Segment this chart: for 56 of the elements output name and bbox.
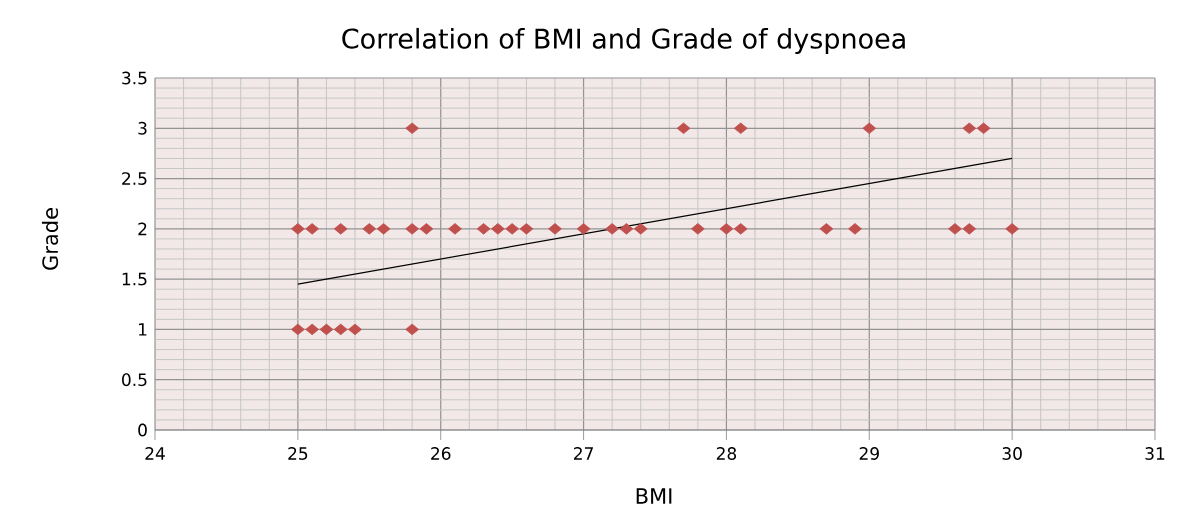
point [405, 223, 419, 235]
point [405, 122, 419, 135]
point [1005, 223, 1019, 235]
point [291, 223, 305, 235]
point [676, 122, 691, 135]
point [862, 122, 877, 135]
x-tick-label: 25 [288, 447, 308, 460]
point [819, 223, 834, 235]
x-tick-label: 28 [716, 447, 737, 460]
point [362, 223, 377, 235]
y-tick-label: 3 [138, 121, 147, 135]
point [376, 223, 391, 235]
point [505, 223, 519, 235]
point [448, 223, 462, 235]
point [691, 223, 705, 235]
y-tick-label: 2 [138, 222, 147, 236]
point [605, 223, 619, 235]
point [719, 223, 734, 235]
point [305, 223, 320, 235]
y-axis-title: Grade [41, 208, 59, 270]
point [948, 223, 962, 235]
point [733, 223, 748, 235]
point [576, 223, 591, 235]
point [333, 323, 348, 336]
point [976, 122, 991, 135]
y-tick-label: 1 [139, 323, 147, 336]
y-tick-label: 0 [138, 423, 147, 437]
point [519, 223, 534, 235]
y-tick-label: 0.5 [122, 373, 147, 387]
x-tick-label: 30 [1002, 447, 1022, 460]
y-tick-label: 3.5 [122, 71, 147, 85]
point [733, 122, 748, 135]
point [962, 122, 977, 135]
point [848, 223, 862, 235]
chart-title: Correlation of BMI and Grade of dyspnoea [342, 27, 905, 55]
point [476, 223, 491, 235]
point [548, 223, 562, 235]
y-tick-label: 1.5 [122, 272, 147, 286]
x-tick-label: 29 [859, 447, 879, 460]
point [291, 323, 305, 336]
x-axis-title: BMI [636, 488, 672, 504]
point [333, 223, 348, 235]
x-tick-label: 31 [1145, 447, 1165, 460]
point [305, 323, 320, 336]
point [419, 223, 434, 235]
point [491, 223, 505, 235]
point [619, 223, 634, 235]
x-tick-label: 26 [431, 447, 451, 460]
point [405, 323, 419, 336]
point [633, 223, 648, 235]
point [319, 323, 334, 336]
x-tick-label: 27 [574, 447, 593, 460]
point [348, 323, 362, 336]
point [962, 223, 977, 235]
x-tick-label: 24 [145, 447, 165, 460]
y-tick-label: 2.5 [122, 172, 147, 185]
